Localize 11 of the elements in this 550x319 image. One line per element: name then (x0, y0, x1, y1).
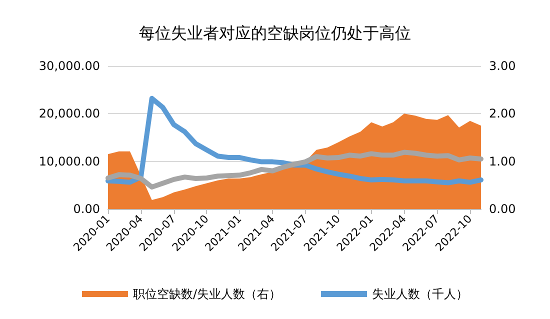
chart-title: 每位失业者对应的空缺岗位仍处于高位 (139, 24, 411, 42)
y2-tick-label: 3.00 (489, 59, 516, 73)
legend-label: 职位空缺数/失业人数（右） (132, 287, 282, 301)
y-tick-label: 20,000.00 (38, 106, 100, 121)
y-tick-label: 0.00 (73, 202, 100, 216)
y-tick-label: 10,000.00 (38, 154, 100, 168)
y2-tick-label: 2.00 (489, 106, 516, 121)
legend-label: 失业人数（千人） (372, 287, 468, 301)
y2-tick-label: 0.00 (489, 202, 516, 216)
y2-tick-label: 1.00 (489, 154, 516, 168)
y-tick-label: 30,000.00 (38, 59, 100, 73)
